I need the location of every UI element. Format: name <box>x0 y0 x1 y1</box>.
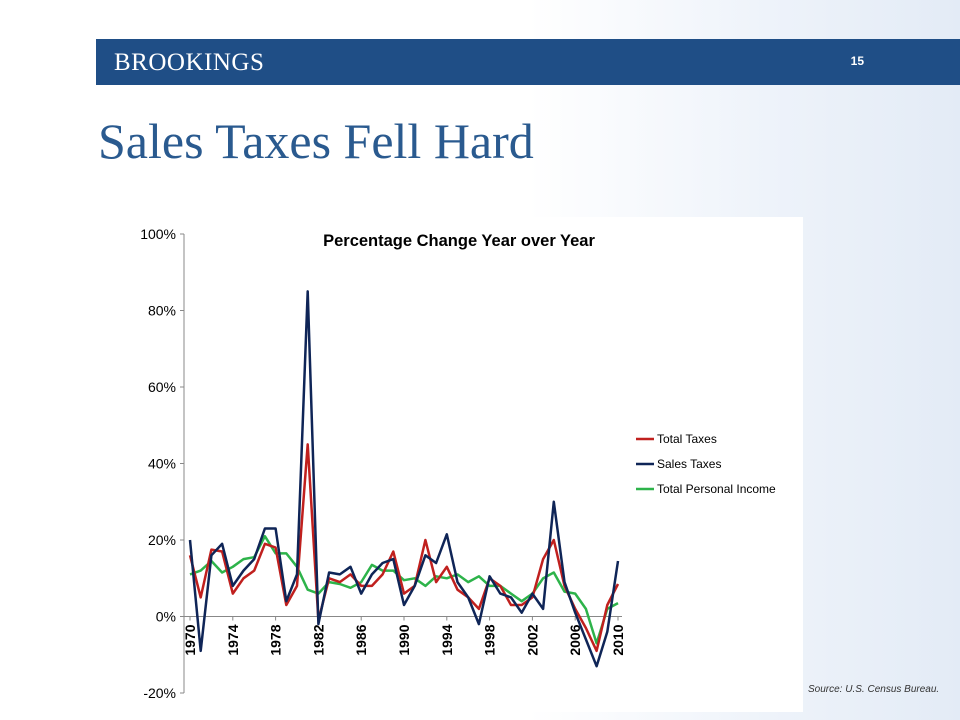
x-tick-label: 1970 <box>182 624 198 655</box>
x-tick-label: 1974 <box>225 624 241 655</box>
x-tick-label: 1982 <box>310 624 326 655</box>
header-bar: BROOKINGS 15 <box>96 39 960 85</box>
legend-label: Total Taxes <box>657 432 717 446</box>
x-tick-label: 2006 <box>567 624 583 655</box>
y-tick-label: 40% <box>148 456 176 472</box>
y-tick-label: 20% <box>148 532 176 548</box>
chart-panel: Percentage Change Year over Year 100% 80%… <box>122 217 803 712</box>
series-line-total-taxes <box>188 443 620 653</box>
slide-title: Sales Taxes Fell Hard <box>98 113 534 169</box>
y-tick-label: 80% <box>148 303 176 319</box>
y-tick-label: 0% <box>156 609 176 625</box>
x-tick-label: 1986 <box>353 624 369 655</box>
series-line-sales-taxes <box>188 290 620 668</box>
line-chart: Percentage Change Year over Year 100% 80%… <box>140 226 776 701</box>
x-tick-label: 1978 <box>268 624 284 655</box>
x-tick-label: 1990 <box>396 624 412 655</box>
x-tick-label: 2002 <box>524 624 540 655</box>
x-tick-label: 1998 <box>482 624 498 655</box>
brand-logo: BROOKINGS <box>114 49 265 76</box>
page-number: 15 <box>850 54 864 68</box>
x-tick-label: 1994 <box>439 624 455 655</box>
legend-label: Total Personal Income <box>657 482 776 496</box>
legend-label: Sales Taxes <box>657 457 721 471</box>
chart-title: Percentage Change Year over Year <box>323 232 595 250</box>
x-tick-label: 2010 <box>610 624 626 655</box>
y-tick-label: 100% <box>140 226 176 242</box>
y-tick-label: -20% <box>143 685 176 701</box>
y-tick-label: 60% <box>148 379 176 395</box>
source-note: Source: U.S. Census Bureau. <box>808 684 940 695</box>
